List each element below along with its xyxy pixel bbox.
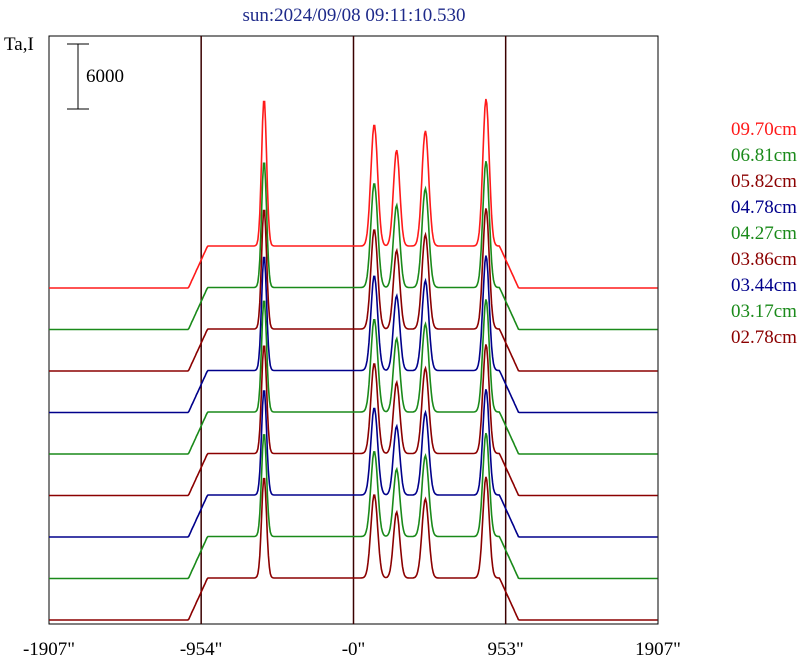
y-axis-label: Ta,I — [4, 34, 34, 55]
legend-entry: 04.27cm — [731, 223, 797, 244]
legend-entry: 03.86cm — [731, 249, 797, 270]
series-line-03.44cm — [49, 389, 658, 538]
scale-bar-label: 6000 — [86, 66, 124, 87]
legend: 09.70cm 06.81cm 05.82cm 04.78cm 04.27cm 03.86… — [731, 119, 797, 348]
series-line-06.81cm — [49, 161, 658, 331]
chart-title: sun:2024/09/08 09:11:10.530 — [242, 5, 465, 26]
series-line-03.86cm — [49, 344, 658, 497]
legend-entry: 09.70cm — [731, 119, 797, 140]
series-line-05.82cm — [49, 208, 658, 372]
vertical-markers — [200, 36, 507, 624]
x-tick-labels: -1907" -954" -0" 953" 1907" — [23, 639, 681, 660]
series-line-04.27cm — [49, 299, 658, 455]
x-tick-label: 1907" — [635, 639, 681, 660]
x-tick-label: -0" — [342, 639, 366, 660]
legend-entry: 03.44cm — [731, 275, 797, 296]
legend-entry: 02.78cm — [731, 327, 797, 348]
series-line-03.17cm — [49, 432, 658, 580]
x-tick-label: 953" — [488, 639, 524, 660]
series-lines — [49, 98, 658, 621]
legend-entry: 05.82cm — [731, 171, 797, 192]
series-line-02.78cm — [49, 476, 658, 621]
x-tick-label: -954" — [180, 639, 223, 660]
scale-bar: 6000 — [67, 43, 124, 110]
series-line-09.70cm — [49, 98, 658, 289]
legend-entry: 06.81cm — [731, 145, 797, 166]
series-line-04.78cm — [49, 255, 658, 414]
legend-entry: 03.17cm — [731, 301, 797, 322]
legend-entry: 04.78cm — [731, 197, 797, 218]
x-tick-label: -1907" — [23, 639, 75, 660]
